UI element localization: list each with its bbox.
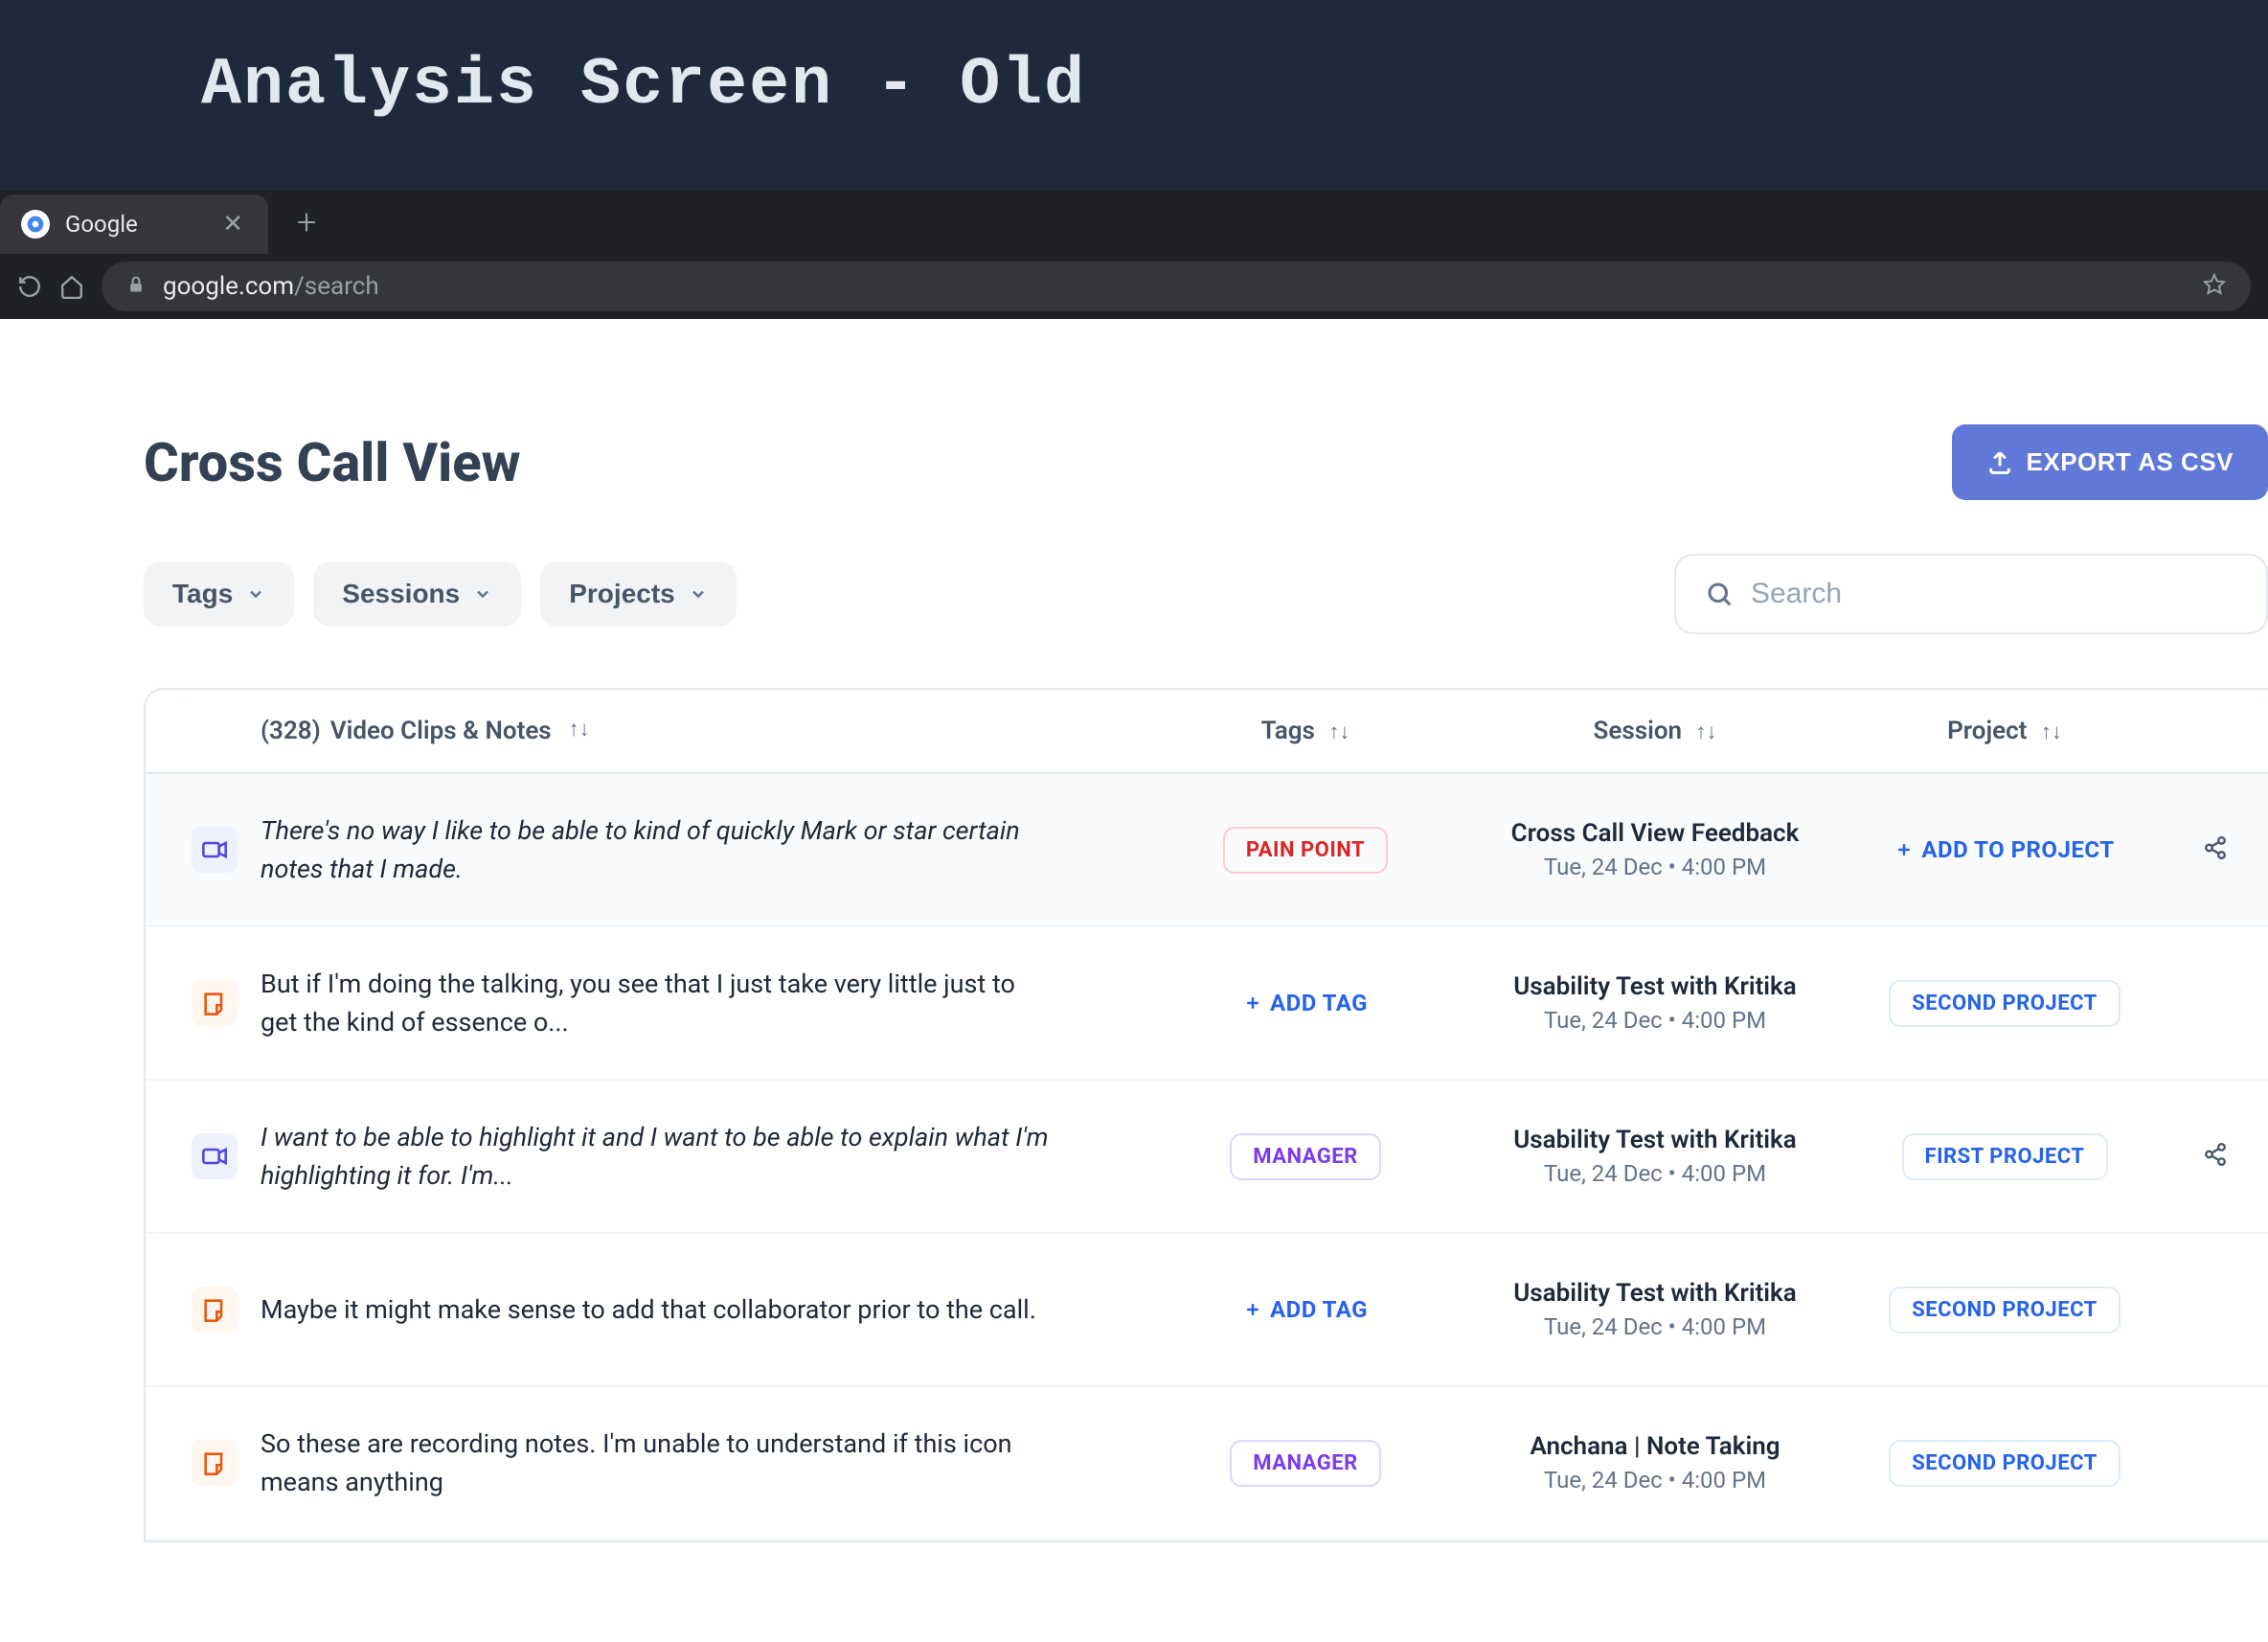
- chevron-down-icon: [473, 584, 492, 604]
- note-text: Maybe it might make sense to add that co…: [261, 1290, 1109, 1330]
- url-bar[interactable]: google.com/search: [102, 262, 2251, 311]
- browser-chrome: Google ✕ + google.com/search: [0, 191, 2268, 319]
- add-tag-button[interactable]: ADD TAG: [1243, 1296, 1368, 1323]
- note-text: So these are recording notes. I'm unable…: [261, 1425, 1109, 1502]
- add-tag-button[interactable]: ADD TAG: [1243, 990, 1368, 1016]
- address-bar: google.com/search: [0, 254, 2268, 319]
- session-time: Tue, 24 Dec • 4:00 PM: [1463, 1160, 1847, 1187]
- tag-pill[interactable]: MANAGER: [1230, 1440, 1381, 1487]
- upload-icon: [1986, 449, 2013, 476]
- reload-icon[interactable]: [17, 274, 42, 299]
- table-body: There's no way I like to be able to kind…: [146, 774, 2268, 1540]
- sort-icon: ↑↓: [1328, 720, 1349, 744]
- project-pill[interactable]: FIRST PROJECT: [1902, 1133, 2108, 1180]
- search-icon: [1705, 580, 1734, 608]
- table-row[interactable]: There's no way I like to be able to kind…: [146, 774, 2268, 927]
- home-icon[interactable]: [59, 274, 84, 299]
- table-row[interactable]: But if I'm doing the talking, you see th…: [146, 927, 2268, 1081]
- filters-row: Tags Sessions Projects: [144, 554, 2268, 634]
- filter-sessions[interactable]: Sessions: [313, 561, 521, 627]
- filter-projects[interactable]: Projects: [540, 561, 737, 627]
- table-header: (328) Video Clips & Notes ↑↓ Tags ↑↓ Ses…: [146, 690, 2268, 774]
- project-pill[interactable]: SECOND PROJECT: [1889, 980, 2121, 1027]
- note-text: There's no way I like to be able to kind…: [261, 811, 1109, 889]
- session-time: Tue, 24 Dec • 4:00 PM: [1463, 854, 1847, 880]
- page-title: Cross Call View: [144, 431, 521, 494]
- chevron-down-icon: [246, 584, 265, 604]
- project-pill[interactable]: SECOND PROJECT: [1889, 1440, 2121, 1487]
- th-project[interactable]: Project ↑↓: [1847, 717, 2163, 745]
- session-title: Anchana | Note Taking: [1463, 1432, 1847, 1461]
- google-favicon: [21, 210, 50, 239]
- session-time: Tue, 24 Dec • 4:00 PM: [1463, 1467, 1847, 1494]
- tab-title: Google: [65, 211, 218, 238]
- th-tags[interactable]: Tags ↑↓: [1147, 717, 1463, 745]
- tab-close-icon[interactable]: ✕: [218, 206, 247, 242]
- url-text: google.com/search: [163, 272, 379, 301]
- session-title: Usability Test with Kritika: [1463, 1279, 1847, 1308]
- bookmark-star-icon[interactable]: [2203, 273, 2226, 300]
- note-text: I want to be able to highlight it and I …: [261, 1118, 1109, 1196]
- session-time: Tue, 24 Dec • 4:00 PM: [1463, 1007, 1847, 1034]
- tag-pill[interactable]: PAIN POINT: [1223, 827, 1388, 874]
- new-tab-button[interactable]: +: [297, 202, 316, 242]
- table-row[interactable]: Maybe it might make sense to add that co…: [146, 1234, 2268, 1387]
- sort-icon: ↑↓: [2041, 720, 2062, 744]
- tab-bar: Google ✕ +: [0, 191, 2268, 254]
- session-title: Cross Call View Feedback: [1463, 819, 1847, 848]
- export-csv-button[interactable]: EXPORT AS CSV: [1952, 424, 2268, 500]
- filter-tags[interactable]: Tags: [144, 561, 294, 627]
- th-notes[interactable]: (328) Video Clips & Notes ↑↓: [261, 717, 1147, 745]
- add-project-button[interactable]: ADD TO PROJECT: [1894, 836, 2114, 863]
- sort-icon: ↑↓: [1696, 720, 1717, 744]
- search-box[interactable]: [1674, 554, 2268, 634]
- top-header-title: Analysis Screen - Old: [201, 48, 2268, 124]
- th-session[interactable]: Session ↑↓: [1463, 717, 1847, 745]
- table-row[interactable]: I want to be able to highlight it and I …: [146, 1081, 2268, 1234]
- tag-pill[interactable]: MANAGER: [1230, 1133, 1381, 1180]
- video-icon: [192, 827, 238, 873]
- note-text: But if I'm doing the talking, you see th…: [261, 965, 1109, 1042]
- browser-tab[interactable]: Google ✕: [0, 194, 268, 254]
- table-row[interactable]: So these are recording notes. I'm unable…: [146, 1387, 2268, 1540]
- video-icon: [192, 1133, 238, 1179]
- session-title: Usability Test with Kritika: [1463, 972, 1847, 1001]
- project-pill[interactable]: SECOND PROJECT: [1889, 1287, 2121, 1334]
- note-icon: [192, 1287, 238, 1333]
- data-table: (328) Video Clips & Notes ↑↓ Tags ↑↓ Ses…: [144, 688, 2268, 1542]
- session-title: Usability Test with Kritika: [1463, 1126, 1847, 1154]
- chevron-down-icon: [689, 584, 708, 604]
- main-content: Cross Call View EXPORT AS CSV Tags Sessi…: [0, 319, 2268, 1542]
- lock-icon: [126, 275, 146, 298]
- page-header: Cross Call View EXPORT AS CSV: [144, 424, 2268, 500]
- share-button[interactable]: [2203, 835, 2228, 864]
- session-time: Tue, 24 Dec • 4:00 PM: [1463, 1313, 1847, 1340]
- share-button[interactable]: [2203, 1142, 2228, 1171]
- search-input[interactable]: [1751, 578, 2237, 610]
- note-icon: [192, 1440, 238, 1486]
- sort-icon: ↑↓: [569, 717, 590, 745]
- top-header: Analysis Screen - Old: [0, 0, 2268, 191]
- note-icon: [192, 980, 238, 1026]
